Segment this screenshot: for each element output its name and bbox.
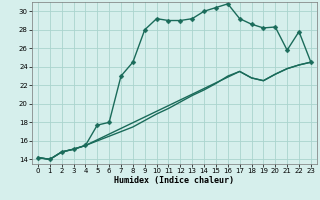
X-axis label: Humidex (Indice chaleur): Humidex (Indice chaleur) bbox=[115, 176, 234, 185]
